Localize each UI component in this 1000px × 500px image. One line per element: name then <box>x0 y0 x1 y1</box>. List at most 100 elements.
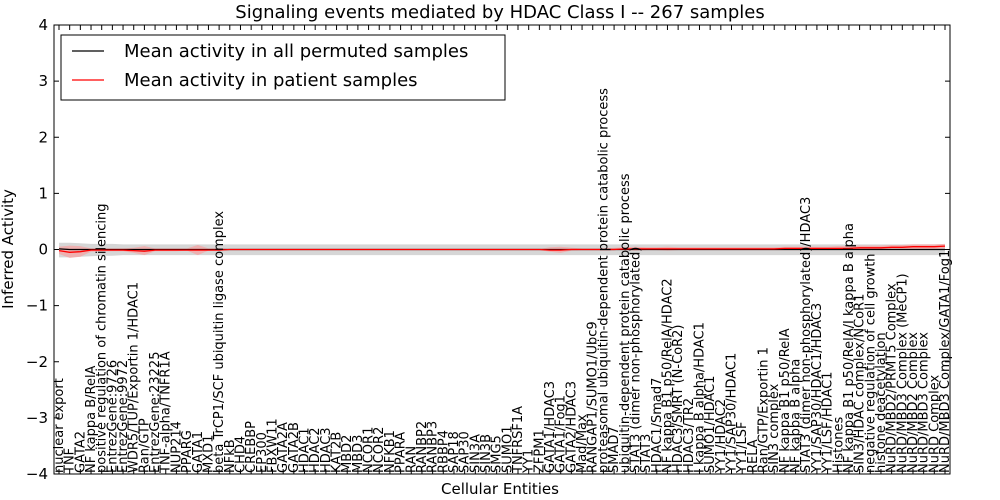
x-tick-label: YY1/HDAC2 <box>714 399 729 474</box>
y-tick-label: 0 <box>38 241 48 259</box>
x-tick-label: SAP18 <box>447 431 462 473</box>
x-tick-label: negative regulation of cell growth <box>863 253 878 473</box>
x-tick-label: ZFPM1 <box>532 429 547 473</box>
x-tick-label: RANBP2 <box>415 421 430 473</box>
x-tick-label: SMAD7 <box>607 426 622 473</box>
legend: Mean activity in all permuted samples Me… <box>60 34 506 101</box>
x-tick-label: NFKB1 <box>383 430 398 473</box>
x-tick-label: NF kappa B1 p50/RelA/I kappa B alpha <box>842 223 857 473</box>
x-tick-label: NUP214 <box>169 421 184 473</box>
x-tick-label: KAT2B <box>330 432 345 473</box>
y-axis: −4 −3 −2 −1 0 1 2 3 4 <box>26 16 950 483</box>
y-tick-label: 1 <box>38 184 48 202</box>
y-tick-label: 2 <box>38 128 48 146</box>
x-tick-label: YY1 <box>522 449 537 474</box>
x-tick-label: SIN3B <box>479 434 494 473</box>
x-tick-label: SAP30 <box>458 431 473 473</box>
x-tick-label: GATA2/HDAC3 <box>564 381 579 473</box>
x-tick-label: RBBP4 <box>436 430 451 473</box>
series-layer <box>58 245 946 253</box>
x-tick-label: STAT3 (dimer non-phosphorylated)/HDAC3 <box>799 197 814 473</box>
x-tick-label: HDAC3 <box>319 427 334 473</box>
x-tick-label: NuRD/MBD2 Complex <box>906 332 921 473</box>
x-tick-label: NuRD/MBD3 Complex (MeCP1) <box>895 273 910 473</box>
y-axis-label: Inferred Activity <box>0 189 17 309</box>
x-tick-label: RANBP3 <box>426 421 441 473</box>
x-tick-label: HDAC2 <box>308 427 323 473</box>
x-tick-label: Mad/Max <box>575 414 590 473</box>
x-tick-label: EntrezGene:9972 <box>116 360 131 473</box>
x-tick-label: proteasomal ubiquitin-dependent protein … <box>596 88 611 473</box>
x-tick-label: SIN3/HDAC complex/NCoR1 <box>853 294 868 473</box>
x-tick-label: NuRD Complex <box>927 375 942 473</box>
x-tick-label: GATA2 <box>73 431 88 473</box>
x-tick-label: YY1/LSF <box>735 421 750 474</box>
y-tick-label: −1 <box>26 297 48 315</box>
x-tick-label: beta TrCP1/SCF ubiquitin ligase complex <box>212 211 227 473</box>
x-tick-label: EP300 <box>255 432 270 473</box>
y-tick-label: −3 <box>26 409 48 427</box>
x-tick-label: nuclear export <box>52 378 67 473</box>
x-tick-label: NuRD/MBD2/PRMT5 Complex <box>885 283 900 473</box>
x-tick-label: SIN3A <box>468 434 483 473</box>
x-tick-label: Ran/GTP/Exportin 1 <box>757 347 772 473</box>
legend-label-permuted: Mean activity in all permuted samples <box>124 41 468 62</box>
x-tick-label: NF kappa B alpha <box>789 359 804 473</box>
x-tick-label: histone deacetylation <box>874 332 889 473</box>
y-tick-label: 4 <box>38 16 48 34</box>
x-tick-label: SMG5 <box>490 435 505 473</box>
x-tick-label: Ran/GTP <box>137 418 152 473</box>
x-tick-label: TNFRSF1A <box>511 406 526 474</box>
x-tick-label: MBD3 <box>351 435 366 473</box>
x-tick-label: CREBBP <box>244 421 259 473</box>
x-tick-label: RANGAP1/SUMO1/Ubc9 <box>586 321 601 473</box>
x-tick-label: RAN <box>404 446 419 473</box>
x-tick-label: YY1/LSF/HDAC1 <box>821 372 836 474</box>
x-tick-label: MXD1 <box>201 435 216 473</box>
chart-title: Signaling events mediated by HDAC Class … <box>235 2 764 23</box>
x-tick-label: I kappa B alpha/HDAC1 <box>693 322 708 473</box>
x-tick-label: CHD4 <box>234 436 249 473</box>
x-tick-label: YY1/SAP30/HDAC1 <box>725 353 740 474</box>
x-tick-label: positive regulation of chromatin silenci… <box>95 203 110 473</box>
x-tick-label: NF kappa B1 p50/RelA/HDAC2 <box>661 278 676 473</box>
x-tick-label: HDAC1 <box>298 427 313 473</box>
x-tick-label: NFkB <box>223 439 238 473</box>
x-tick-label: Histones <box>831 417 846 473</box>
x-tick-label: NCOR2 <box>372 427 387 473</box>
series-line-1 <box>58 245 946 253</box>
x-tick-label: HDAC1/Smad7 <box>650 378 665 473</box>
x-tick-label: NF kappa B/RelA <box>84 365 99 473</box>
x-tick-label: GATA1/HDAC3 <box>543 381 558 473</box>
x-tick-label: EntrezGene:9726 <box>105 360 120 473</box>
x-tick-label: PPARA <box>394 432 409 473</box>
x-tick-label: FBXW11 <box>266 418 281 473</box>
x-tick-label: WDR5/TUP/Exportin 1/HDAC1 <box>127 282 142 473</box>
x-tick-label: RELA <box>746 439 761 473</box>
x-tick-label: GATA1/Fog1 <box>554 395 569 473</box>
x-tick-label: NCOR1 <box>362 427 377 473</box>
y-tick-label: −4 <box>26 465 48 483</box>
x-tick-label: MBD2 <box>340 435 355 473</box>
y-tick-label: −2 <box>26 353 48 371</box>
x-tick-label: TNF-alpha/TNFR1A <box>159 351 174 474</box>
x-tick-label: HDAC3/TR2 <box>682 398 697 473</box>
x-tick-label: PPARG <box>180 430 195 473</box>
x-tick-label: GATA2B <box>287 422 302 473</box>
x-tick-label: YY1/SAP30/HDAC1/HDAC3 <box>810 303 825 474</box>
plot-frame <box>53 24 951 475</box>
x-tick-label: STAT3 <box>639 434 654 473</box>
x-tick-label: STAT3 (dimer non-phosphorylated) <box>628 247 643 473</box>
x-tick-label: HDAC3/SMRT (N-CoR2) <box>671 325 686 473</box>
x-tick-label: TNF <box>63 448 78 474</box>
x-tick-label: NuRD/MBD3 Complex <box>917 332 932 473</box>
x-tick-label: ubiquitin-dependent protein catabolic pr… <box>618 173 633 473</box>
x-tick-label: NuRD/MBD3 Complex/GATA1/Fog1 <box>938 250 953 473</box>
legend-box <box>60 34 506 101</box>
x-axis-label: Cellular Entities <box>441 480 559 498</box>
x-tick-label: EntrezGene:23225 <box>148 352 163 473</box>
x-tick-label: GATA2A <box>276 422 291 473</box>
x-tick-label: SUMO1/HDAC1 <box>703 376 718 473</box>
